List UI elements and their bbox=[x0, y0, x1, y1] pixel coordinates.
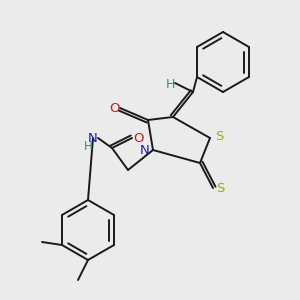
Text: O: O bbox=[134, 131, 144, 145]
Text: O: O bbox=[109, 101, 119, 115]
Text: H: H bbox=[84, 140, 92, 154]
Text: N: N bbox=[140, 143, 150, 157]
Text: S: S bbox=[215, 130, 223, 143]
Text: S: S bbox=[216, 182, 224, 194]
Text: H: H bbox=[165, 79, 175, 92]
Text: N: N bbox=[88, 131, 98, 145]
